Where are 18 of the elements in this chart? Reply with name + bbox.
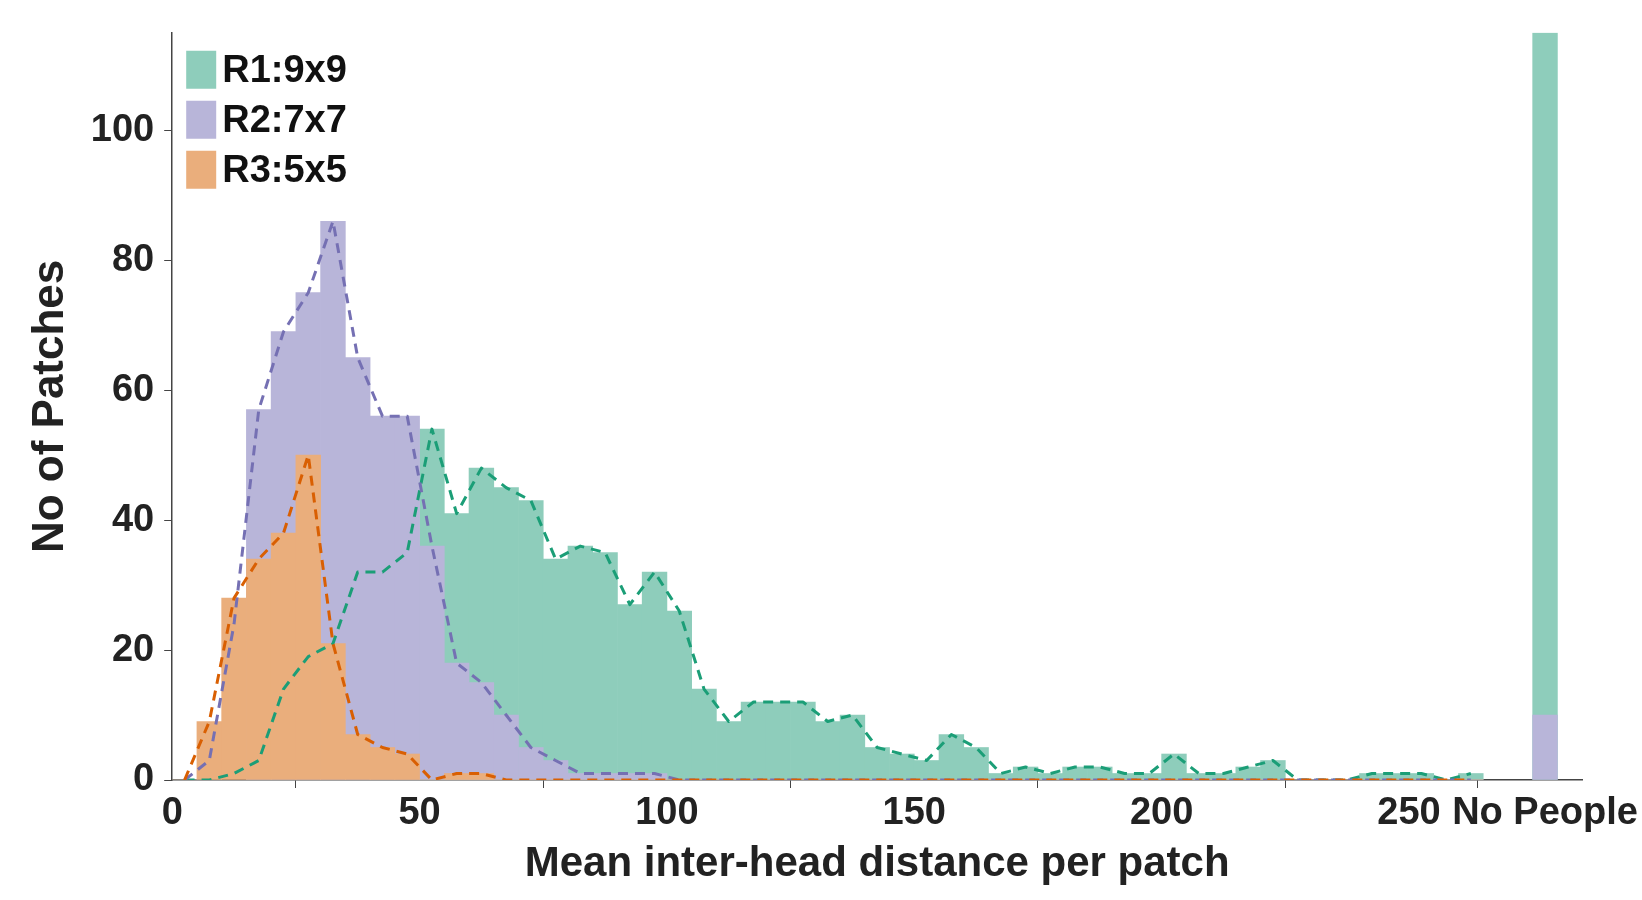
x-tick-label: 50 bbox=[398, 790, 441, 833]
y-tick-label: 100 bbox=[90, 106, 155, 149]
legend-label: R1:9x9 bbox=[222, 48, 347, 91]
y-tick-label: 80 bbox=[111, 236, 155, 279]
x-tick-label: 250 bbox=[1377, 790, 1441, 833]
x-tick-label: 150 bbox=[882, 790, 946, 833]
x-tick-label: 200 bbox=[1129, 790, 1194, 833]
y-tick-label: 40 bbox=[111, 496, 155, 539]
y-axis-title: No of Patches bbox=[22, 259, 72, 554]
y-tick-label: 60 bbox=[111, 366, 155, 409]
legend-label: R2:7x7 bbox=[222, 98, 347, 141]
x-tick-label: 100 bbox=[635, 790, 699, 833]
x-tick-label: 0 bbox=[161, 790, 183, 833]
legend-label: R3:5x5 bbox=[222, 148, 347, 191]
x-axis-title: Mean inter-head distance per patch bbox=[524, 838, 1230, 886]
y-tick-label: 0 bbox=[133, 756, 155, 799]
y-tick-label: 20 bbox=[111, 626, 155, 669]
x-tick-label: No People bbox=[1452, 790, 1638, 833]
